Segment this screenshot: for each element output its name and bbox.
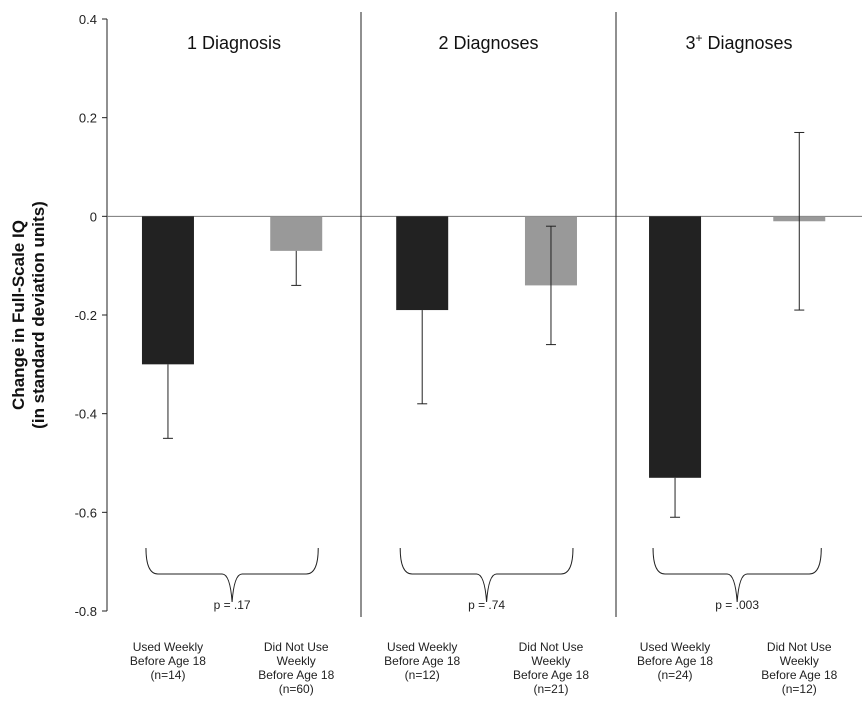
category-label-line: Before Age 18 [761, 668, 837, 682]
bar-used [649, 216, 702, 478]
category-label-line: Used Weekly [387, 640, 457, 654]
bar-used [141, 216, 194, 365]
category-label-line: (n=12) [782, 682, 817, 696]
y-tick-label: -0.6 [75, 505, 97, 520]
category-label-line: (n=12) [405, 668, 440, 682]
category-label-line: Weekly [277, 654, 316, 668]
category-label-line: (n=21) [533, 682, 568, 696]
category-label-line: Before Age 18 [384, 654, 460, 668]
comparison-brace [399, 547, 574, 603]
panel-title: 3+ Diagnoses [685, 31, 792, 53]
y-tick-label: 0 [90, 209, 97, 224]
category-label-line: Did Not Use [519, 640, 584, 654]
category-label: Did Not Use Weekly Before Age 18 (n=12) [761, 640, 837, 696]
category-label-line: Before Age 18 [637, 654, 713, 668]
bar-used [396, 216, 449, 311]
bar-not_used [270, 216, 323, 251]
category-label-line: Used Weekly [640, 640, 710, 654]
p-value-label: p = .003 [715, 598, 759, 612]
y-tick-label: -0.4 [75, 407, 97, 422]
comparison-brace [652, 547, 822, 603]
p-value-label: p = .74 [468, 598, 505, 612]
y-axis-label: Change in Full-Scale IQ(in standard devi… [9, 201, 48, 429]
panel-title: 2 Diagnoses [438, 33, 538, 53]
category-label: Used Weekly Before Age 18 (n=14) [130, 640, 206, 682]
category-label-line: Before Age 18 [513, 668, 589, 682]
category-label: Used Weekly Before Age 18 (n=24) [637, 640, 713, 682]
panel-title: 1 Diagnosis [187, 33, 281, 53]
y-axis-title-line: (in standard deviation units) [29, 201, 48, 429]
category-label: Did Not Use Weekly Before Age 18 (n=21) [513, 640, 589, 696]
category-label-line: Weekly [531, 654, 570, 668]
category-label-line: Weekly [780, 654, 819, 668]
category-label: Did Not Use Weekly Before Age 18 (n=60) [258, 640, 334, 696]
comparison-brace [145, 547, 319, 603]
y-axis-title-line: Change in Full-Scale IQ [9, 220, 28, 410]
category-label-line: Before Age 18 [130, 654, 206, 668]
y-tick-label: -0.2 [75, 308, 97, 323]
category-label-line: Did Not Use [264, 640, 329, 654]
y-axis: 0.4 0.2 0 -0.2 -0.4 -0.6 -0.8 [75, 12, 862, 619]
category-label-line: Before Age 18 [258, 668, 334, 682]
category-label-line: (n=14) [150, 668, 185, 682]
category-label: Used Weekly Before Age 18 (n=12) [384, 640, 460, 682]
category-label-line: Used Weekly [133, 640, 203, 654]
p-value-label: p = .17 [214, 598, 251, 612]
y-tick-label: 0.2 [79, 111, 97, 126]
y-tick-label: 0.4 [79, 12, 97, 27]
y-axis-title: Change in Full-Scale IQ(in standard devi… [9, 201, 48, 429]
category-label-line: (n=60) [279, 682, 314, 696]
y-tick-label: -0.8 [75, 604, 97, 619]
category-label-line: (n=24) [658, 668, 693, 682]
category-label-line: Did Not Use [767, 640, 832, 654]
